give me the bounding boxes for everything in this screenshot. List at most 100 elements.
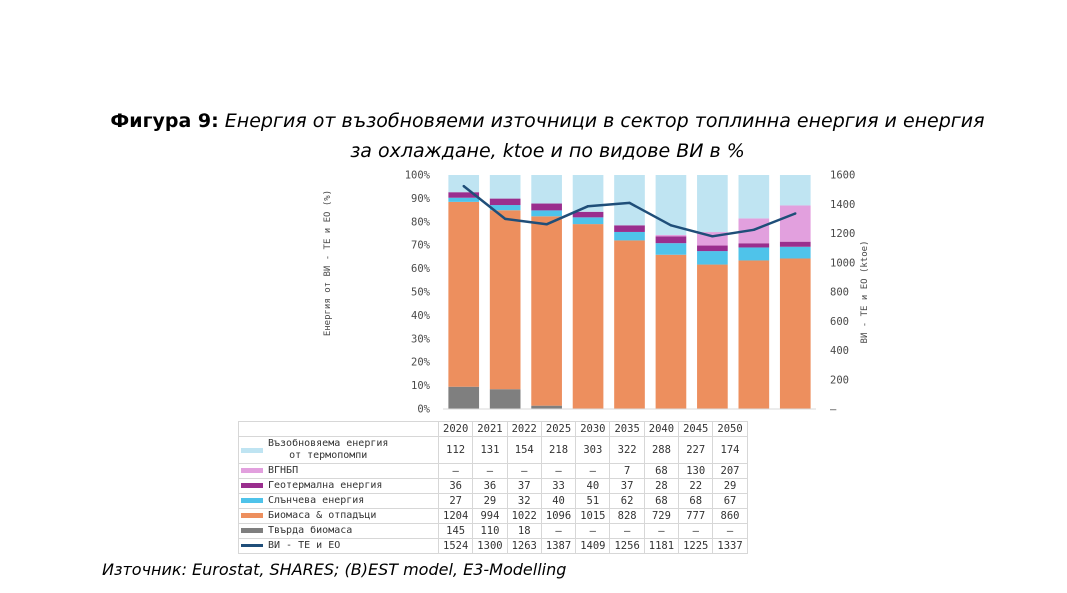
x-tick-label: 2022 <box>506 421 542 437</box>
total-line-point-2050 <box>794 212 797 215</box>
bar-segment-2022-2 <box>531 210 562 217</box>
line-layer <box>462 184 797 238</box>
bars-layer <box>448 175 811 409</box>
y-axis-title: Енергия от ВИ - ТЕ и ЕО (%) <box>323 190 333 336</box>
data-label: 68 <box>643 463 680 479</box>
legend-entry: Възобновяема енергия от термопомпи <box>238 436 439 464</box>
data-label: 145 <box>437 523 474 539</box>
data-label: 112 <box>437 436 474 464</box>
data-label: 18 <box>506 523 542 539</box>
legend-color-key <box>241 447 263 453</box>
legend-color-key <box>241 483 263 489</box>
bar-segment-2035-4 <box>655 234 687 237</box>
bar-segment-2021-3 <box>489 198 521 206</box>
data-label: 1409 <box>575 538 611 554</box>
x-tick-label: 2050 <box>712 421 748 437</box>
axis-layer: 0% 10% 20% 30% 40% 50% 60% 70% 80% 90% 100% – 200 400… <box>323 170 870 416</box>
data-label: 1022 <box>506 508 542 524</box>
table-row: ВИ - ТЕ и ЕО 1524 1300 1263 1387 1409 1256 1181… <box>238 538 748 554</box>
data-label: 67 <box>712 493 748 509</box>
data-label: 27 <box>437 493 474 509</box>
data-label: – <box>437 463 474 479</box>
bar-segment-2050-4 <box>779 205 811 242</box>
bar-segment-2040-2 <box>697 251 728 265</box>
figure-title: Фигура 9: Енергия от възобновяеми източн… <box>60 106 1035 166</box>
figure-caption-line-2: за охлаждане, ktoe и по видове ВИ в % <box>350 140 745 162</box>
data-label: 131 <box>472 436 508 464</box>
y-tick-label: 20% <box>411 357 431 369</box>
bar-segment-2020-2 <box>448 197 480 202</box>
table-row: Възобновяема енергия от термопомпи 112 131 1… <box>238 436 748 464</box>
bar-segment-2025-1 <box>572 224 604 409</box>
y-tick-label: 100% <box>405 170 431 182</box>
data-label: 40 <box>540 493 577 509</box>
data-label: 174 <box>712 436 748 464</box>
bar-segment-2030-3 <box>614 225 645 232</box>
bar-segment-2025-3 <box>572 211 604 218</box>
x-tick-label: 2040 <box>643 421 680 437</box>
y2-tick-label: 1600 <box>830 170 855 182</box>
x-tick-label: 2020 <box>437 421 474 437</box>
legend-color-key <box>241 513 263 519</box>
table-row: Слънчева енергия 27 29 32 40 51 62 68 68 67 <box>238 493 748 509</box>
data-label: – <box>540 463 577 479</box>
legend-entry: ВГНБП <box>238 463 439 479</box>
bar-segment-2022-1 <box>531 216 562 406</box>
bar-segment-2050-3 <box>779 241 811 247</box>
data-table: 2020 2021 2022 2025 2030 2035 2040 2045 2050 Възо… <box>238 421 748 554</box>
data-label: – <box>712 523 748 539</box>
table-row: ВГНБП – – – – –7 68 130 207 <box>238 463 748 479</box>
data-label: 37 <box>609 478 645 494</box>
data-label: 227 <box>678 436 714 464</box>
series-name: Твърда биомаса <box>268 525 353 537</box>
legend-entry: Слънчева енергия <box>238 493 439 509</box>
series-name: ВГНБП <box>268 465 299 477</box>
y2-tick-label: 1000 <box>830 257 855 269</box>
y-tick-label: 70% <box>411 240 431 252</box>
data-label: 1337 <box>712 538 748 554</box>
total-line-point-2021 <box>504 217 507 221</box>
data-label: 37 <box>506 478 542 494</box>
data-label: 1263 <box>506 538 542 554</box>
data-label: 22 <box>678 478 714 494</box>
data-label: 7 <box>609 463 645 479</box>
data-label: – <box>540 523 577 539</box>
data-label: 68 <box>643 493 680 509</box>
bar-segment-2022-0 <box>531 405 562 409</box>
y2-tick-label: 600 <box>830 316 849 328</box>
bar-segment-2045-1 <box>738 260 770 409</box>
data-label: 62 <box>609 493 645 509</box>
data-label: – <box>678 523 714 539</box>
legend-color-key <box>241 544 263 548</box>
data-label: 1181 <box>643 538 680 554</box>
bar-segment-2022-3 <box>531 203 562 211</box>
bar-segment-2035-1 <box>655 254 687 409</box>
data-label: 303 <box>575 436 611 464</box>
data-label: – <box>472 463 508 479</box>
table-row: Биомаса & отпадъци 1204 994 1022 1096 1015 828… <box>238 508 748 524</box>
data-label: 1015 <box>575 508 611 524</box>
data-label: 1300 <box>472 538 508 554</box>
figure-caption-line-1: Енергия от възобновяеми източници в сект… <box>224 110 985 132</box>
data-label: 40 <box>575 478 611 494</box>
legend-color-key <box>241 498 263 504</box>
bar-segment-2021-0 <box>489 389 521 409</box>
y-tick-label: 40% <box>411 310 431 322</box>
y2-tick-label: 1200 <box>830 228 855 240</box>
legend-entry: Геотермална енергия <box>238 478 439 494</box>
total-line-point-2022 <box>545 223 548 226</box>
data-label: 29 <box>472 493 508 509</box>
bar-segment-2040-3 <box>697 245 728 252</box>
bar-segment-2035-3 <box>655 236 687 244</box>
data-label: 729 <box>643 508 680 524</box>
bar-segment-2050-5 <box>779 175 811 206</box>
legend-color-key <box>241 468 263 474</box>
bar-segment-2030-1 <box>614 240 645 409</box>
data-label: 1524 <box>437 538 474 554</box>
bar-segment-2050-1 <box>779 258 811 409</box>
bar-segment-2020-5 <box>448 175 480 193</box>
legend-entry: Биомаса & отпадъци <box>238 508 439 524</box>
data-label: 154 <box>506 436 542 464</box>
bar-segment-2021-1 <box>489 210 521 390</box>
data-label: 32 <box>506 493 542 509</box>
